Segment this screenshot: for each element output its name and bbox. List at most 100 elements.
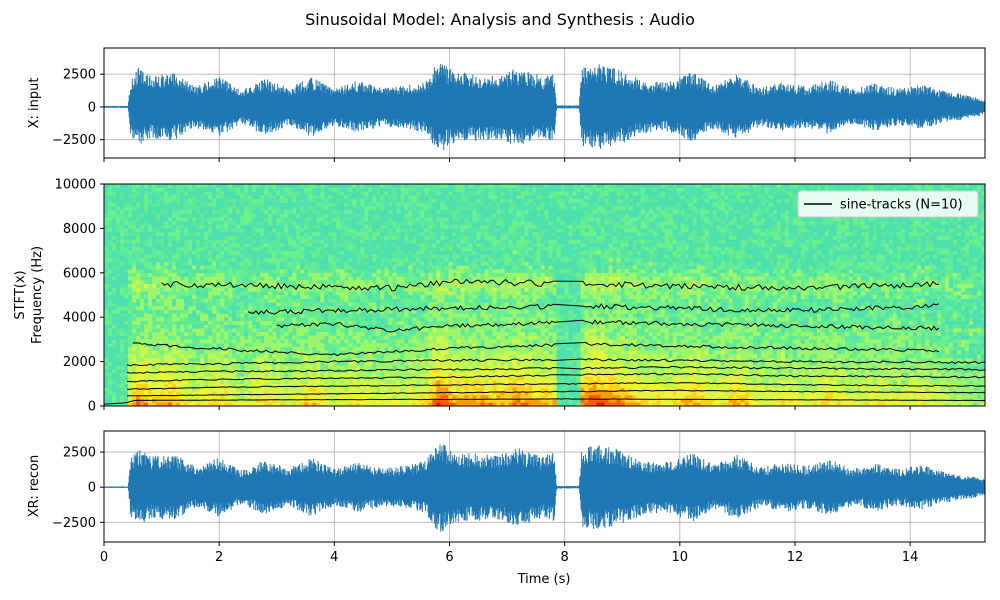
heatmap-cell xyxy=(276,261,281,266)
heatmap-cell xyxy=(468,394,473,399)
heatmap-cell xyxy=(156,243,161,248)
heatmap-cell xyxy=(340,324,345,329)
heatmap-cell xyxy=(384,254,389,259)
heatmap-cell xyxy=(220,198,225,203)
heatmap-cell xyxy=(116,309,121,314)
heatmap-cell xyxy=(204,391,209,396)
heatmap-cell xyxy=(376,184,381,188)
heatmap-cell xyxy=(304,198,309,203)
heatmap-cell xyxy=(508,272,513,277)
heatmap-cell xyxy=(172,195,177,200)
heatmap-cell xyxy=(532,398,537,403)
heatmap-cell xyxy=(200,198,205,203)
heatmap-cell xyxy=(232,265,237,270)
heatmap-cell xyxy=(220,295,225,299)
heatmap-cell xyxy=(300,265,305,270)
heatmap-cell xyxy=(116,320,121,325)
heatmap-cell xyxy=(208,250,213,255)
heatmap-cell xyxy=(152,213,157,218)
heatmap-cell xyxy=(176,346,181,351)
heatmap-cell xyxy=(184,254,189,259)
heatmap-cell xyxy=(416,365,421,370)
heatmap-cell xyxy=(488,398,493,403)
heatmap-cell xyxy=(120,391,125,396)
heatmap-cell xyxy=(216,198,221,203)
heatmap-cell xyxy=(224,283,229,288)
heatmap-cell xyxy=(136,302,141,307)
heatmap-cell xyxy=(156,246,161,251)
heatmap-cell xyxy=(388,283,393,288)
heatmap-cell xyxy=(416,339,421,344)
heatmap-cell xyxy=(328,361,333,366)
heatmap-cell xyxy=(252,246,257,251)
heatmap-cell xyxy=(360,302,365,307)
input-ylabel: X: input xyxy=(27,78,42,129)
heatmap-cell xyxy=(196,391,201,396)
heatmap-cell xyxy=(244,339,249,344)
heatmap-cell xyxy=(512,195,517,200)
heatmap-cell xyxy=(136,198,141,203)
heatmap-cell xyxy=(204,198,209,203)
heatmap-cell xyxy=(296,354,301,359)
heatmap-cell xyxy=(488,232,493,237)
heatmap-cell xyxy=(268,265,273,270)
heatmap-cell xyxy=(180,380,185,385)
heatmap-cell xyxy=(140,235,145,240)
heatmap-cell xyxy=(464,324,469,329)
heatmap-cell xyxy=(260,343,265,348)
heatmap-cell xyxy=(208,387,213,392)
heatmap-cell xyxy=(108,209,113,214)
heatmap-cell xyxy=(304,202,309,207)
heatmap-cell xyxy=(240,224,245,229)
heatmap-cell xyxy=(380,217,385,222)
heatmap-cell xyxy=(212,361,217,366)
heatmap-cell xyxy=(360,354,365,359)
heatmap-cell xyxy=(452,313,457,318)
heatmap-cell xyxy=(392,287,397,292)
heatmap-cell xyxy=(320,354,325,359)
heatmap-cell xyxy=(440,224,445,229)
heatmap-cell xyxy=(532,184,537,188)
heatmap-cell xyxy=(512,361,517,366)
heatmap-cell xyxy=(360,298,365,303)
heatmap-cell xyxy=(512,372,517,377)
heatmap-cell xyxy=(328,250,333,255)
heatmap-cell xyxy=(116,184,121,188)
heatmap-cell xyxy=(108,272,113,277)
heatmap-cell xyxy=(120,232,125,237)
heatmap-cell xyxy=(108,357,113,362)
heatmap-cell xyxy=(212,250,217,255)
heatmap-cell xyxy=(192,372,197,377)
heatmap-cell xyxy=(196,202,201,207)
heatmap-cell xyxy=(352,224,357,229)
heatmap-cell xyxy=(160,265,165,270)
heatmap-cell xyxy=(268,309,273,314)
heatmap-cell xyxy=(524,324,529,329)
heatmap-cell xyxy=(364,184,369,188)
heatmap-cell xyxy=(456,195,461,200)
heatmap-cell xyxy=(496,365,501,370)
heatmap-cell xyxy=(220,250,225,255)
heatmap-cell xyxy=(212,213,217,218)
heatmap-cell xyxy=(516,291,521,296)
heatmap-cell xyxy=(184,280,189,285)
heatmap-cell xyxy=(484,232,489,237)
heatmap-cell xyxy=(108,309,113,314)
heatmap-cell xyxy=(376,394,381,399)
heatmap-cell xyxy=(308,228,313,233)
heatmap-cell xyxy=(472,283,477,288)
heatmap-cell xyxy=(116,280,121,285)
heatmap-cell xyxy=(396,380,401,385)
heatmap-cell xyxy=(256,339,261,344)
heatmap-cell xyxy=(348,187,353,192)
heatmap-cell xyxy=(324,287,329,292)
heatmap-cell xyxy=(400,187,405,192)
heatmap-cell xyxy=(492,317,497,322)
heatmap-cell xyxy=(428,313,433,318)
heatmap-cell xyxy=(372,239,377,244)
heatmap-cell xyxy=(128,250,133,255)
heatmap-cell xyxy=(356,306,361,311)
heatmap-cell xyxy=(108,324,113,329)
heatmap-cell xyxy=(240,243,245,248)
heatmap-cell xyxy=(340,313,345,318)
